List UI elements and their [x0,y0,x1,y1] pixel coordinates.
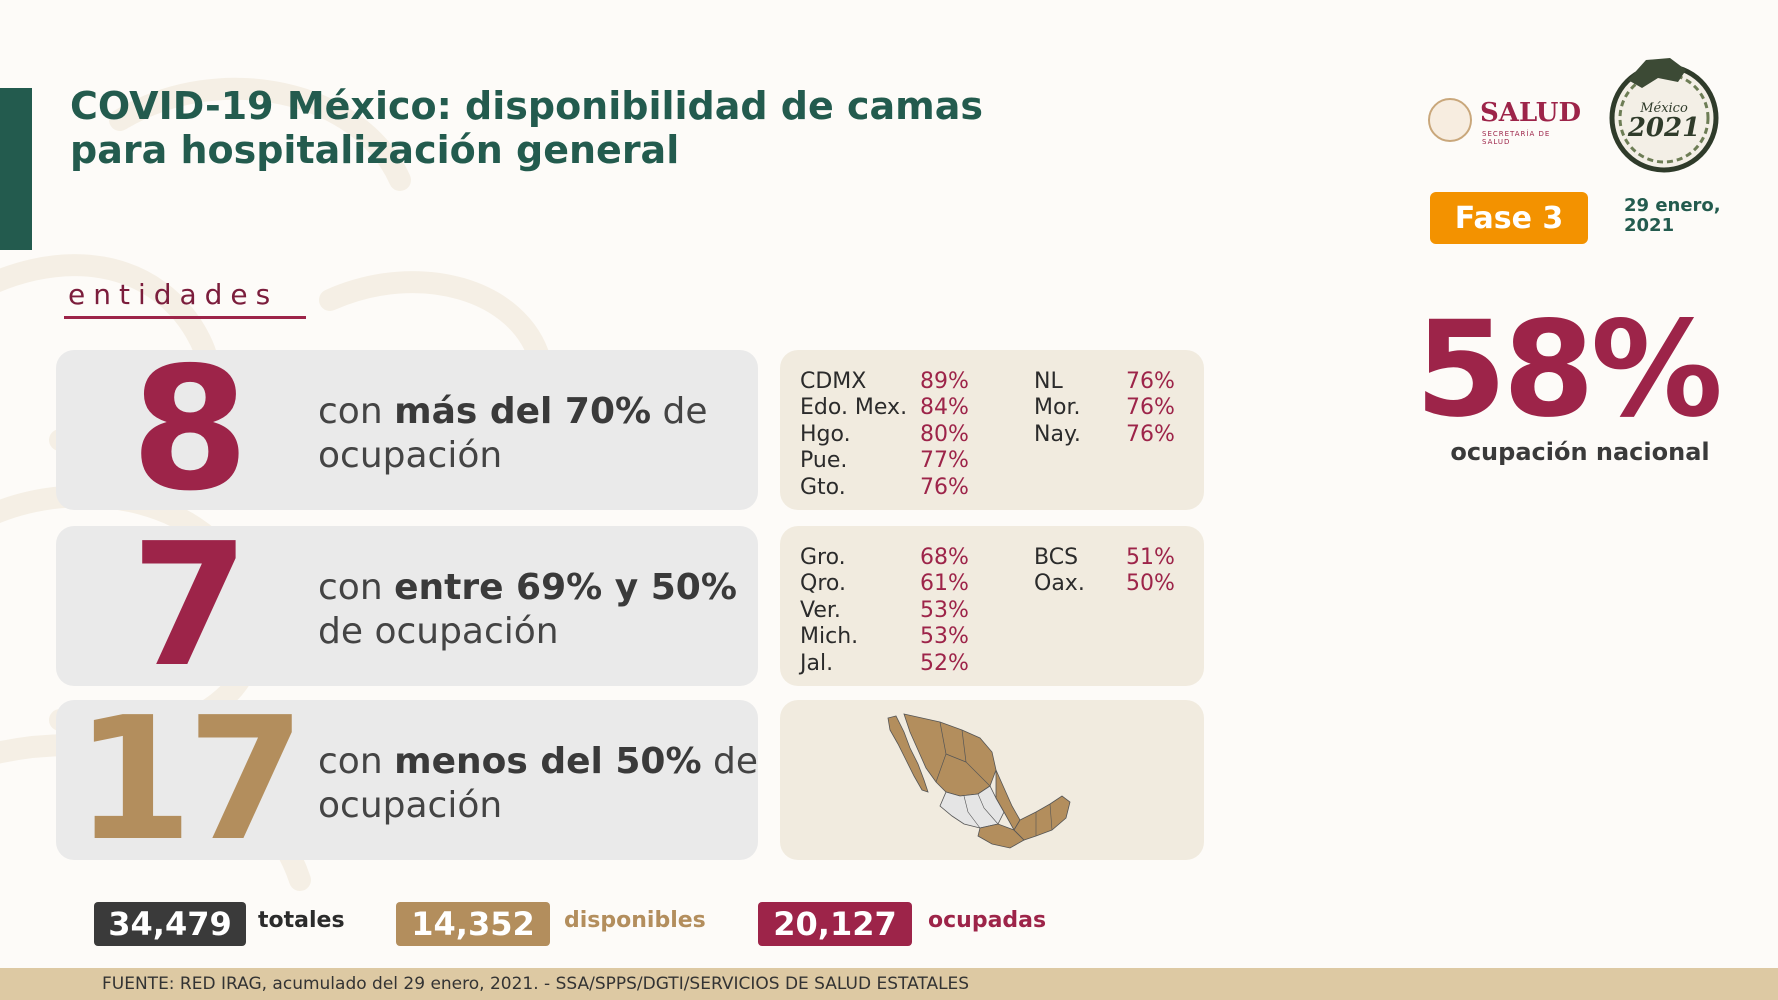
state-list-col2: BCS 51% Oax. 50% [1034,544,1184,597]
state-name: Mor. [1034,395,1081,421]
mexico-emblem-icon [1428,98,1472,142]
row-description: con entre 69% y 50% de ocupación [318,567,737,652]
mexico-map [887,713,1071,849]
report-date: 29 enero, 2021 [1624,195,1721,236]
national-occupancy-value: 58% [1415,293,1723,447]
state-row: NL 76% [1034,368,1184,395]
state-row: Gto. 76% [800,474,980,501]
row-count: 17 [74,681,306,879]
state-name: Mich. [800,624,859,650]
state-occupancy: 84% [920,395,969,421]
row-description: con menos del 50% de ocupación [318,741,759,826]
ocupadas-value: 20,127 [758,902,912,946]
state-occupancy: 61% [920,571,969,597]
row-count: 7 [130,507,249,705]
row-panel-low: 17 con menos del 50% de ocupación [56,681,759,879]
totales-value: 34,479 [94,902,246,946]
state-occupancy: 77% [920,448,969,474]
row-description-bold: más del 70% [394,391,652,432]
state-list-col1: Gro. 68% Qro. 61% Ver. 53% Mich. 53% Jal. 52% [800,544,980,677]
row-count: 8 [130,331,249,529]
header-logos: SALUD SECRETARÍA DE SALUD México 2021 [1420,52,1760,192]
svg-text:2021: 2021 [1627,113,1700,143]
state-row: Edo. Mex. 84% [800,395,980,422]
state-row: Gro. 68% [800,544,980,571]
state-name: Pue. [800,448,848,474]
state-occupancy: 50% [1126,571,1175,597]
state-occupancy: 51% [1126,544,1175,570]
state-row: Oax. 50% [1034,571,1184,598]
state-name: Jal. [800,650,834,676]
section-label: entidades [68,278,279,311]
state-occupancy: 76% [1126,421,1175,447]
section-underline [64,316,306,319]
state-row: Hgo. 80% [800,421,980,448]
page-title: COVID-19 México: disponibilidad de camas… [70,84,984,172]
state-occupancy: 52% [920,650,969,676]
footer-source: FUENTE: RED IRAG, acumulado del 29 enero… [102,974,970,994]
state-name: Gro. [800,544,846,570]
state-occupancy: 53% [920,597,969,623]
state-name: Ver. [800,597,841,623]
state-name: NL [1034,368,1063,394]
state-row: Pue. 77% [800,448,980,475]
mexico-2021-logo: México 2021 [1609,58,1719,173]
state-list-col1: CDMX 89% Edo. Mex. 84% Hgo. 80% Pue. 77% Gto. 76% [800,368,980,501]
state-name: BCS [1034,544,1079,570]
state-list-high: CDMX 89% Edo. Mex. 84% Hgo. 80% Pue. 77% Gto. 76%… [780,350,1204,510]
state-name: Gto. [800,474,846,500]
mexico-map-panel [780,700,1204,860]
state-occupancy: 89% [920,368,969,394]
footer-bar: FUENTE: RED IRAG, acumulado del 29 enero… [0,968,1778,1000]
state-name: Qro. [800,571,846,597]
row-description-bold: entre 69% y 50% [394,567,737,608]
state-row: Mich. 53% [800,624,980,651]
disponibles-value: 14,352 [396,902,550,946]
state-occupancy: 53% [920,624,969,650]
state-occupancy: 68% [920,544,969,570]
row-description-bold: menos del 50% [394,741,702,782]
state-row: CDMX 89% [800,368,980,395]
row-panel-mid: 7 con entre 69% y 50% de ocupación [56,507,758,705]
state-name: Edo. Mex. [800,395,908,421]
national-occupancy-label: ocupación nacional [1450,438,1710,466]
state-name: Hgo. [800,421,851,447]
state-occupancy: 76% [1126,368,1175,394]
disponibles-label: disponibles [564,908,706,933]
title-accent-bar [0,88,32,250]
state-row: Ver. 53% [800,597,980,624]
svg-text:México: México [1639,101,1688,116]
state-list-mid: Gro. 68% Qro. 61% Ver. 53% Mich. 53% Jal. 52% BCS… [780,526,1204,686]
state-name: CDMX [800,368,867,394]
state-row: BCS 51% [1034,544,1184,571]
totales-label: totales [258,908,345,933]
state-list-col2: NL 76% Mor. 76% Nay. 76% [1034,368,1184,448]
state-name: Oax. [1034,571,1085,597]
row-panel-high: 8 con más del 70% de ocupación [56,331,758,529]
state-row: Nay. 76% [1034,421,1184,448]
salud-logo: SALUD SECRETARÍA DE SALUD [1420,92,1581,152]
state-row: Qro. 61% [800,571,980,598]
state-occupancy: 76% [920,474,969,500]
fase-badge: Fase 3 [1430,192,1588,244]
state-occupancy: 76% [1126,395,1175,421]
state-name: Nay. [1034,421,1081,447]
state-row: Mor. 76% [1034,395,1184,422]
row-description: con más del 70% de ocupación [318,391,708,476]
state-row: Jal. 52% [800,650,980,677]
state-occupancy: 80% [920,421,969,447]
ocupadas-label: ocupadas [928,908,1047,933]
